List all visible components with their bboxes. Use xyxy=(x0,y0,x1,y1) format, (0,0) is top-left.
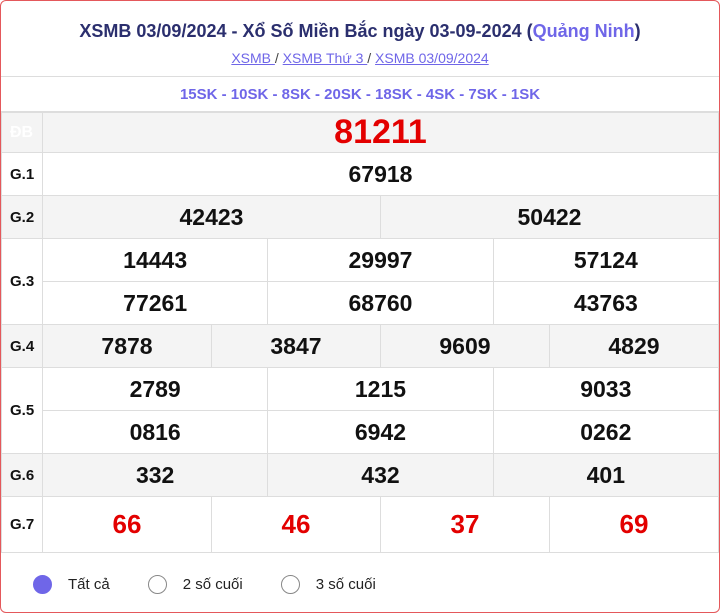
radio-selected-icon[interactable] xyxy=(33,574,52,594)
province-link[interactable]: Quảng Ninh xyxy=(532,21,635,41)
prize-number: 37 xyxy=(379,496,550,553)
filter-all[interactable]: Tất cả xyxy=(33,574,110,594)
prize-number: 1215 xyxy=(267,367,494,411)
prize-number: 2789 xyxy=(41,367,269,411)
prize-number: 77261 xyxy=(41,281,269,325)
prize-number: 57124 xyxy=(492,238,719,282)
row-g5: G.5 2789 1215 9033 xyxy=(1,367,719,454)
title-text: XSMB 03/09/2024 - Xổ Số Miền Bắc ngày 03… xyxy=(79,21,533,41)
prize-number: 69 xyxy=(548,496,719,553)
breadcrumb-date[interactable]: XSMB 03/09/2024 xyxy=(375,50,489,66)
row-g1: G.1 67918 xyxy=(1,152,719,196)
filter-last-3[interactable]: 3 số cuối xyxy=(280,574,376,594)
prize-label: G.5 xyxy=(1,367,43,454)
prize-number: 332 xyxy=(41,453,269,497)
prize-number: 50422 xyxy=(379,195,719,239)
row-g3b: 77261 68760 43763 xyxy=(2,281,719,325)
row-g7: G.7 66 46 37 69 xyxy=(1,496,719,553)
prize-number: 42423 xyxy=(42,195,381,239)
option-label: 2 số cuối xyxy=(182,575,243,593)
row-g2: G.2 42423 50422 xyxy=(1,195,719,239)
row-g6: G.6 332 432 401 xyxy=(1,453,719,497)
row-db: ĐB 81211 xyxy=(1,112,719,153)
prize-label: ĐB xyxy=(1,112,43,153)
prize-number: 14443 xyxy=(41,238,269,282)
option-label: Tất cả xyxy=(68,575,110,593)
prize-number: 9033 xyxy=(492,367,719,411)
header: XSMB 03/09/2024 - Xổ Số Miền Bắc ngày 03… xyxy=(1,1,719,77)
row-g4: G.4 7878 3847 9609 4829 xyxy=(1,324,719,368)
breadcrumb: XSMB / XSMB Thứ 3 / XSMB 03/09/2024 xyxy=(1,50,719,66)
prize-label: G.6 xyxy=(1,453,43,497)
ticket-codes: 15SK - 10SK - 8SK - 20SK - 18SK - 4SK - … xyxy=(1,77,719,112)
prize-number: 9609 xyxy=(379,324,550,368)
results-table: ĐB 81211 G.1 67918 G.2 42423 50422 G.3 14443 2… xyxy=(1,112,719,553)
prize-number: 6942 xyxy=(267,410,494,454)
option-label: 3 số cuối xyxy=(315,575,376,593)
prize-number: 46 xyxy=(210,496,381,553)
prize-label: G.3 xyxy=(1,238,43,325)
prize-label: G.7 xyxy=(1,496,43,553)
prize-number: 68760 xyxy=(267,281,494,325)
prize-label: G.2 xyxy=(1,195,43,239)
prize-number: 401 xyxy=(492,453,719,497)
prize-number: 29997 xyxy=(267,238,494,282)
prize-label: G.1 xyxy=(1,152,43,196)
separator: / xyxy=(274,50,279,66)
separator: / xyxy=(367,50,372,66)
prize-number: 0816 xyxy=(41,410,269,454)
prize-number: 67918 xyxy=(42,152,719,196)
row-g5b: 0816 6942 0262 xyxy=(2,410,719,454)
prize-number: 432 xyxy=(267,453,494,497)
prize-number: 4829 xyxy=(548,324,719,368)
prize-number: 43763 xyxy=(492,281,719,325)
prize-number: 0262 xyxy=(492,410,719,454)
row-g3: G.3 14443 29997 57124 xyxy=(1,238,719,325)
prize-number: 3847 xyxy=(210,324,381,368)
display-filter: Tất cả 2 số cuối 3 số cuối xyxy=(1,553,719,612)
prize-number: 66 xyxy=(42,496,212,553)
title-end: ) xyxy=(634,21,641,41)
filter-last-2[interactable]: 2 số cuối xyxy=(147,574,243,594)
page-title: XSMB 03/09/2024 - Xổ Số Miền Bắc ngày 03… xyxy=(1,1,719,42)
prize-label: G.4 xyxy=(1,324,43,368)
prize-number: 7878 xyxy=(42,324,212,368)
breadcrumb-weekday[interactable]: XSMB Thứ 3 xyxy=(282,50,368,66)
radio-icon[interactable] xyxy=(280,574,300,594)
special-prize: 81211 xyxy=(42,112,719,153)
radio-icon[interactable] xyxy=(147,574,167,594)
breadcrumb-xsmb[interactable]: XSMB xyxy=(231,50,275,66)
